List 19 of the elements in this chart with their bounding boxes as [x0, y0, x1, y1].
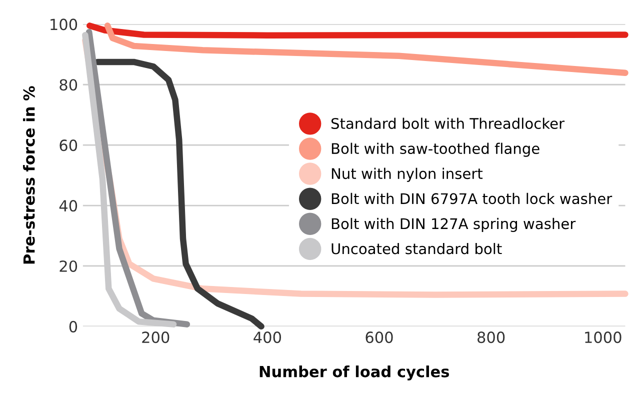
y-axis-title: Pre-stress force in % — [23, 86, 35, 264]
y-tick-label: 80 — [60, 79, 78, 91]
x-tick-label: 1000 — [585, 332, 622, 344]
x-axis-title: Number of load cycles — [260, 366, 449, 380]
x-tick-label: 800 — [478, 332, 505, 344]
x-tick-label: 400 — [254, 332, 281, 344]
legend-label: Bolt with DIN 6797A tooth lock washer — [332, 192, 612, 204]
y-tick-label: 100 — [50, 18, 78, 30]
legend-label: Bolt with saw-toothed flange — [332, 142, 540, 157]
x-tick-label: 600 — [366, 332, 393, 344]
x-tick-label: 200 — [142, 332, 170, 344]
legend-label: Standard bolt with Threadlocker — [331, 118, 565, 129]
legend-label: Nut with nylon insert — [332, 168, 483, 182]
y-tick-label: 40 — [59, 200, 78, 212]
legend-label: Bolt with DIN 127A spring washer — [332, 218, 576, 232]
y-tick-label: 20 — [60, 260, 78, 272]
legend-label: Uncoated standard bolt — [332, 242, 502, 254]
y-tick-label: 60 — [60, 140, 78, 152]
y-tick-label: 0 — [69, 320, 78, 332]
